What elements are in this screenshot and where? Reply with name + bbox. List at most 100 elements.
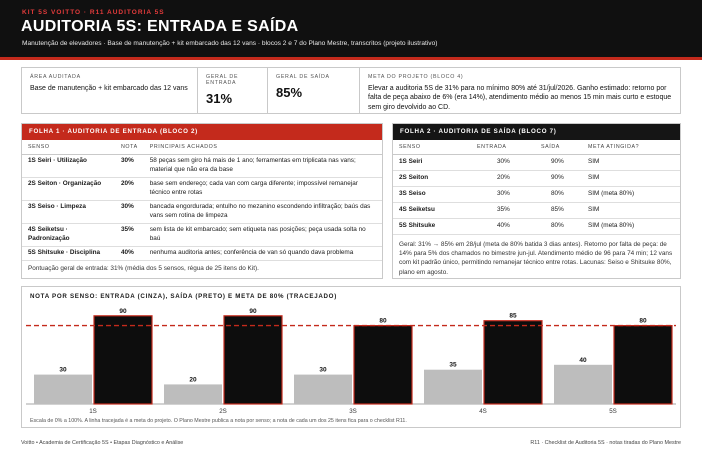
exit-score-cell: 90% — [535, 170, 582, 187]
senso-cell: 5S Shitsuke · Disciplina — [22, 246, 115, 261]
data-label: 40 — [579, 357, 587, 364]
area-cell: ÁREA AUDITADA Base de manutenção + kit e… — [22, 68, 198, 113]
page-subtitle: Manutenção de elevadores · Base de manut… — [22, 40, 438, 47]
entry-audit-title: FOLHA 1 · AUDITORIA DE ENTRADA (BLOCO 2) — [22, 124, 382, 140]
tick-label: 5S — [609, 408, 617, 415]
tick-label: 4S — [479, 408, 487, 415]
kicker-left: KIT 5S VOITTO — [22, 9, 82, 16]
data-label: 85 — [509, 313, 517, 320]
senso-cell: 2S Seiton · Organização — [22, 177, 115, 201]
senso-cell: 3S Seiso · Limpeza — [22, 200, 115, 224]
page-header: KIT 5S VOITTO · R11 AUDITORIA 5S AUDITOR… — [0, 0, 702, 57]
entry-audit-panel: FOLHA 1 · AUDITORIA DE ENTRADA (BLOCO 2)… — [21, 123, 383, 279]
goal-met-cell: SIM (meta 80%) — [582, 218, 680, 235]
entry-label: GERAL DE ENTRADA — [206, 74, 239, 86]
finding-cell: base sem endereço; cada van com carga di… — [143, 177, 382, 201]
entry-value: 31% — [206, 91, 233, 106]
entry-cell: GERAL DE ENTRADA 31% — [198, 68, 268, 113]
exit-value: 85% — [276, 85, 303, 100]
exit-cell: GERAL DE SAÍDA 85% — [268, 68, 360, 113]
column-header: NOTA — [115, 140, 144, 155]
entry-score-cell: 20% — [471, 170, 535, 187]
data-label: 90 — [249, 308, 257, 315]
bar-entry-4S — [424, 369, 482, 404]
footer-right: R11 · Checklist de Auditoria 5S · notas … — [530, 440, 681, 446]
column-header: PRINCIPAIS ACHADOS — [143, 140, 382, 155]
data-label: 80 — [379, 318, 387, 325]
table-row: 4S Seiketsu · Padronização 35% sem lista… — [22, 223, 382, 247]
table-row: 2S Seiton 20% 90% SIM — [393, 170, 680, 187]
table-row: 3S Seiso 30% 80% SIM (meta 80%) — [393, 186, 680, 203]
exit-score-cell: 80% — [535, 218, 582, 235]
area-label: ÁREA AUDITADA — [30, 74, 81, 80]
goal-cell: META DO PROJETO (BLOCO 4) Elevar a audit… — [360, 68, 680, 113]
footer-left: Voitto • Academia de Certificação 5S • E… — [21, 440, 184, 446]
table-header-row: SENSO NOTA PRINCIPAIS ACHADOS — [22, 140, 382, 155]
goal-label: META DO PROJETO (BLOCO 4) — [368, 74, 464, 80]
chart-title: NOTA POR SENSO: ENTRADA (CINZA), SAÍDA (… — [30, 293, 337, 300]
page-footer: Voitto • Academia de Certificação 5S • E… — [21, 440, 681, 449]
entry-score-cell: 30% — [471, 186, 535, 203]
tick-label: 3S — [349, 408, 357, 415]
finding-cell: sem lista de kit embarcado; sem etiqueta… — [143, 223, 382, 247]
finding-cell: 58 peças sem giro há mais de 1 ano; ferr… — [143, 154, 382, 178]
data-label: 20 — [189, 376, 197, 383]
entry-score-cell: 40% — [471, 218, 535, 235]
table-row: 5S Shitsuke 40% 80% SIM (meta 80%) — [393, 218, 680, 235]
score-cell: 20% — [115, 177, 144, 201]
bar-exit-3S — [353, 325, 413, 405]
score-cell: 30% — [115, 200, 144, 224]
kicker-separator: · — [83, 9, 90, 16]
table-row: 4S Seiketsu 35% 85% SIM — [393, 202, 680, 219]
kicker-right: R11 AUDITORIA 5S — [89, 9, 165, 16]
senso-cell: 4S Seiketsu — [393, 202, 471, 219]
entry-score-cell: 30% — [471, 154, 535, 171]
tick-label: 2S — [219, 408, 227, 415]
summary-bar: ÁREA AUDITADA Base de manutenção + kit e… — [21, 67, 681, 114]
exit-score-cell: 85% — [535, 202, 582, 219]
table-header-row: SENSO ENTRADA SAÍDA META ATINGIDA? — [393, 140, 680, 155]
column-header: SAÍDA — [535, 140, 582, 155]
table-row: 5S Shitsuke · Disciplina 40% nenhuma aud… — [22, 246, 382, 261]
bar-entry-2S — [164, 384, 222, 404]
entry-audit-note: Pontuação geral de entrada: 31% (média d… — [28, 264, 259, 272]
column-header: SENSO — [393, 140, 471, 155]
exit-audit-panel: FOLHA 2 · AUDITORIA DE SAÍDA (BLOCO 7) S… — [392, 123, 681, 279]
score-chart-panel: NOTA POR SENSO: ENTRADA (CINZA), SAÍDA (… — [21, 286, 681, 428]
column-header: SENSO — [22, 140, 115, 155]
finding-cell: bancada engordurada; entulho no mezanino… — [143, 200, 382, 224]
score-cell: 35% — [115, 223, 144, 247]
tick-label: 1S — [89, 408, 97, 415]
entry-score-cell: 35% — [471, 202, 535, 219]
bar-exit-5S — [613, 325, 673, 405]
bar-entry-1S — [34, 374, 92, 404]
senso-cell: 4S Seiketsu · Padronização — [22, 223, 115, 247]
senso-cell: 2S Seiton — [393, 170, 471, 187]
score-cell: 40% — [115, 246, 144, 261]
data-label: 80 — [639, 318, 647, 325]
table-row: 1S Seiri · Utilização 30% 58 peças sem g… — [22, 154, 382, 178]
bar-exit-4S — [483, 320, 543, 405]
score-bar-chart: 30 90 1S 20 90 2S 30 80 3S 35 85 4S 40 80 5S — [26, 308, 676, 415]
bar-entry-3S — [294, 374, 352, 404]
goal-met-cell: SIM — [582, 202, 680, 219]
senso-cell: 3S Seiso — [393, 186, 471, 203]
data-label: 35 — [449, 362, 457, 369]
exit-score-cell: 80% — [535, 186, 582, 203]
goal-met-cell: SIM (meta 80%) — [582, 186, 680, 203]
table-row: 1S Seiri 30% 90% SIM — [393, 154, 680, 171]
bar-entry-5S — [554, 364, 612, 404]
senso-cell: 1S Seiri — [393, 154, 471, 171]
exit-audit-table: SENSO ENTRADA SAÍDA META ATINGIDA? 1S Se… — [393, 140, 680, 235]
data-label: 30 — [319, 367, 327, 374]
header-accent-line — [0, 57, 702, 60]
goal-met-cell: SIM — [582, 154, 680, 171]
senso-cell: 5S Shitsuke — [393, 218, 471, 235]
exit-score-cell: 90% — [535, 154, 582, 171]
chart-footnote: Escala de 0% a 100%. A linha tracejada é… — [30, 418, 407, 424]
data-label: 30 — [59, 367, 67, 374]
score-cell: 30% — [115, 154, 144, 178]
senso-cell: 1S Seiri · Utilização — [22, 154, 115, 178]
table-row: 2S Seiton · Organização 20% base sem end… — [22, 177, 382, 201]
column-header: ENTRADA — [471, 140, 535, 155]
